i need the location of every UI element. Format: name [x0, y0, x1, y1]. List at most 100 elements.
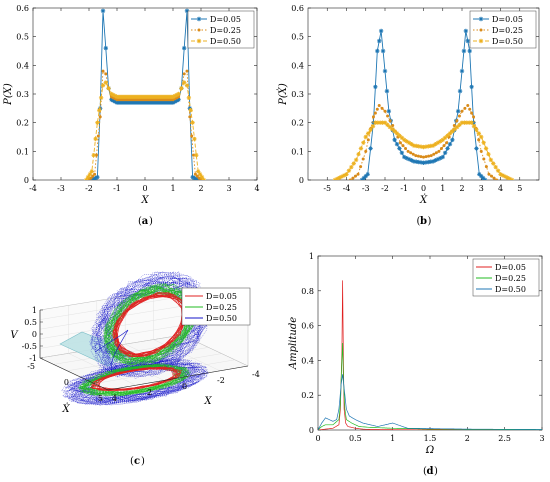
legend: D=0.05 D=0.25 D=0.50 — [187, 10, 255, 49]
y-tick-label: 0 — [299, 176, 304, 185]
data-point — [377, 38, 382, 44]
data-point — [94, 153, 98, 157]
data-point — [422, 155, 425, 159]
data-point — [438, 139, 443, 144]
y-tick-label: 0.4 — [301, 356, 314, 365]
grid-line — [94, 359, 235, 384]
x-axis-label: Ẋ — [419, 194, 428, 206]
data-point — [416, 144, 421, 149]
data-point — [109, 97, 114, 102]
data-point — [365, 172, 370, 177]
data-point — [428, 143, 433, 149]
x-tick-label: 0.5 — [349, 434, 362, 443]
series-D=0.05 — [318, 280, 542, 430]
data-point — [196, 169, 201, 174]
data-point — [460, 109, 464, 113]
data-point — [89, 169, 94, 174]
data-point — [477, 138, 481, 142]
y-tick-label: 0.2 — [301, 391, 314, 400]
data-point — [423, 144, 429, 149]
data-point — [339, 174, 345, 179]
data-point — [455, 119, 459, 123]
data-point — [176, 97, 181, 102]
x-tick-label: 4 — [112, 394, 117, 403]
y-tick-label: 0.5 — [16, 33, 29, 42]
data-point — [416, 154, 420, 158]
data-point — [170, 94, 176, 100]
data-point — [502, 174, 508, 179]
data-point — [406, 149, 410, 153]
data-point — [201, 177, 206, 180]
data-point — [440, 154, 445, 160]
x-tick-label: 2 — [465, 434, 470, 443]
data-point — [195, 174, 199, 178]
x-tick-label: -4 — [29, 184, 37, 193]
data-point — [192, 136, 197, 142]
data-point — [179, 86, 184, 91]
series-D=0.50 — [332, 120, 515, 180]
x-tick-label: 3 — [226, 184, 231, 193]
data-point — [509, 177, 515, 180]
data-point — [447, 131, 453, 136]
data-point — [418, 144, 424, 149]
data-point — [184, 8, 190, 14]
y-tick-label: 0.5 — [291, 33, 304, 42]
legend-marker — [479, 28, 483, 32]
y-tick-label: 0.4 — [16, 61, 29, 70]
x-tick-label: -4 — [252, 370, 260, 379]
data-point — [112, 93, 118, 99]
data-point — [194, 176, 199, 180]
data-point — [482, 177, 488, 180]
series-D=0.50 — [318, 374, 542, 430]
data-point — [474, 146, 479, 151]
data-point — [100, 83, 106, 88]
panel-b-chart: -5 -4 -3 -2 -1 0 1 2 3 4 5 0 0.1 0.2 0.3 0.4 0.5 0.6 Ẋ P(Ẋ)… — [277, 4, 540, 227]
data-point — [385, 122, 390, 128]
data-point — [399, 135, 405, 140]
data-point — [399, 150, 405, 155]
data-point — [104, 72, 108, 76]
data-point — [482, 157, 486, 161]
v-tick-label: 0.5 — [24, 318, 37, 327]
data-point — [414, 159, 419, 164]
x-tick-label: -3 — [362, 184, 370, 193]
data-point — [426, 159, 431, 165]
data-point — [353, 157, 359, 163]
trajectory-d005-lower — [89, 366, 183, 392]
legend-label: D=0.05 — [206, 292, 237, 301]
data-point — [452, 124, 456, 128]
data-point — [507, 176, 512, 180]
caption-letter: c — [134, 456, 140, 467]
caption-paren-close: ) — [149, 216, 153, 227]
data-point — [378, 28, 384, 34]
data-point — [101, 69, 105, 73]
y-tick-label: 0.1 — [16, 147, 29, 156]
data-point — [452, 128, 457, 133]
data-point — [493, 164, 498, 170]
data-point — [337, 175, 342, 180]
data-point — [392, 129, 397, 134]
data-point — [96, 134, 100, 138]
data-point — [397, 146, 402, 151]
data-point — [462, 120, 467, 125]
data-point — [91, 152, 96, 158]
data-point — [498, 172, 503, 177]
data-point — [363, 134, 368, 140]
legend-label: D=0.25 — [495, 274, 526, 283]
data-point — [432, 152, 436, 156]
data-point — [455, 109, 461, 114]
data-point — [188, 108, 193, 113]
data-point — [411, 159, 417, 164]
trajectory-d005-upper — [112, 292, 188, 357]
data-point — [491, 161, 496, 166]
x-tick-label: 0 — [182, 382, 187, 391]
data-point — [487, 172, 491, 176]
data-point — [457, 88, 463, 94]
data-point — [421, 144, 426, 150]
axis-xdot-edge — [39, 357, 109, 391]
y-tick-label: 0.8 — [301, 287, 314, 296]
x-tick-label: 2 — [147, 388, 152, 397]
data-point — [457, 122, 462, 128]
caption-paren-close: ) — [141, 456, 145, 467]
data-point — [459, 68, 465, 74]
